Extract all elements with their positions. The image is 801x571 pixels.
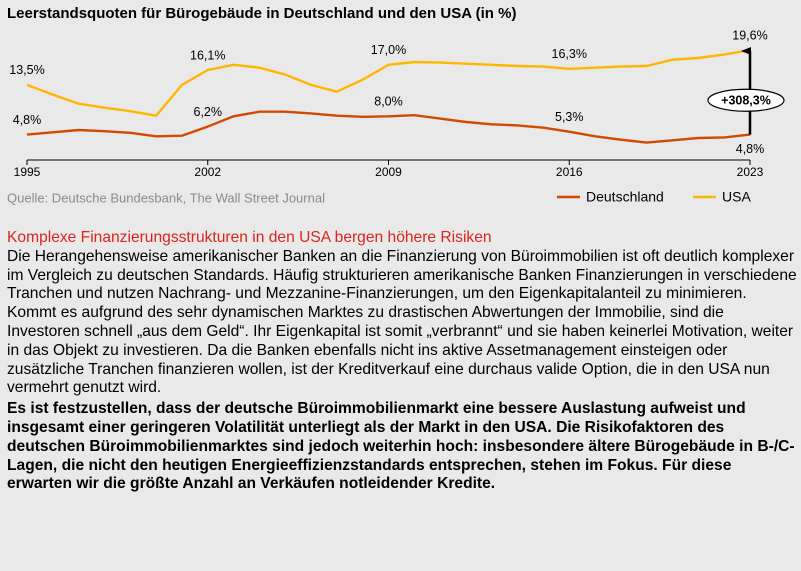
source: Quelle: Deutsche Bundesbank, The Wall St… — [7, 190, 325, 205]
line-1 — [26, 48, 751, 117]
annotation-bubble — [707, 88, 785, 112]
data-label: 17,0% — [371, 43, 406, 57]
data-label: 16,1% — [190, 48, 225, 62]
x-tick-label: 2002 — [194, 165, 221, 179]
data-label: 19,6% — [732, 28, 767, 42]
legend-label: Deutschland — [586, 189, 664, 205]
x-tick-label: 2023 — [737, 165, 764, 179]
line-0 — [26, 110, 751, 144]
data-label: 13,5% — [9, 63, 44, 77]
body-text: Die Herangehensweise amerikanischer Bank… — [7, 247, 797, 397]
x-tick-label: 2009 — [375, 165, 402, 179]
data-label: 4,8% — [13, 113, 42, 127]
text-block: Komplexe Finanzierungsstrukturen in den … — [7, 229, 797, 494]
x-tick-label: 2016 — [556, 165, 583, 179]
conclusion: Es ist festzustellen, dass der deutsche … — [7, 400, 795, 493]
chart-title: Leerstandsquoten für Bürogebäude in Deut… — [7, 5, 516, 22]
chart: Leerstandsquoten für Bürogebäude in Deut… — [7, 5, 785, 205]
data-label: 6,2% — [194, 105, 223, 119]
data-label: 5,3% — [555, 110, 584, 124]
annotation: +308,3% — [721, 94, 771, 108]
data-label: 4,8% — [736, 142, 765, 156]
data-label: 8,0% — [374, 95, 403, 109]
data-label: 16,3% — [552, 47, 587, 61]
heading: Komplexe Finanzierungsstrukturen in den … — [7, 229, 492, 246]
x-tick-label: 1995 — [14, 165, 41, 179]
legend-label: USA — [722, 189, 751, 205]
